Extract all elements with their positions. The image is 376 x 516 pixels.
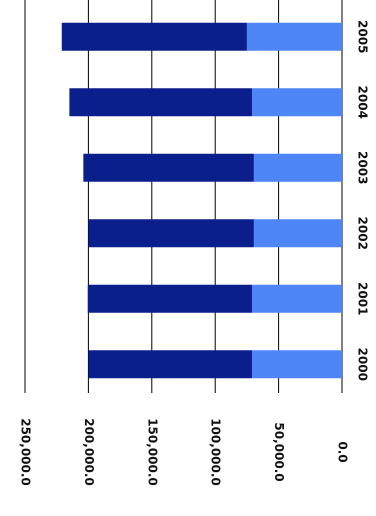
bar-segment [251, 350, 342, 379]
bar-segment [69, 88, 252, 117]
bar-segment [253, 153, 342, 182]
y-tick-label: 200,000.0 [82, 418, 96, 486]
y-tick-label: 150,000.0 [145, 418, 159, 486]
y-tick-label: 250,000.0 [19, 418, 33, 486]
x-tick-label: 2003 [356, 151, 370, 184]
bar-segment [251, 88, 342, 117]
y-tick-label: 50,000.0 [272, 422, 286, 481]
y-tick-label: 0.0 [336, 441, 350, 462]
x-tick-label: 2004 [356, 86, 370, 119]
x-tick-label: 2001 [356, 282, 370, 315]
y-tick-label: 100,000.0 [209, 418, 223, 486]
bar-segment [251, 284, 342, 313]
bar-segment [61, 22, 247, 51]
bar-segment [246, 22, 342, 51]
x-tick-label: 2005 [356, 20, 370, 53]
bar-segment [88, 219, 254, 248]
x-tick-label: 2002 [356, 217, 370, 250]
bar-segment [87, 284, 252, 313]
bar-segment [253, 219, 342, 248]
bar-segment [83, 153, 254, 182]
bar-segment [88, 350, 252, 379]
x-tick-label: 2000 [356, 348, 370, 381]
